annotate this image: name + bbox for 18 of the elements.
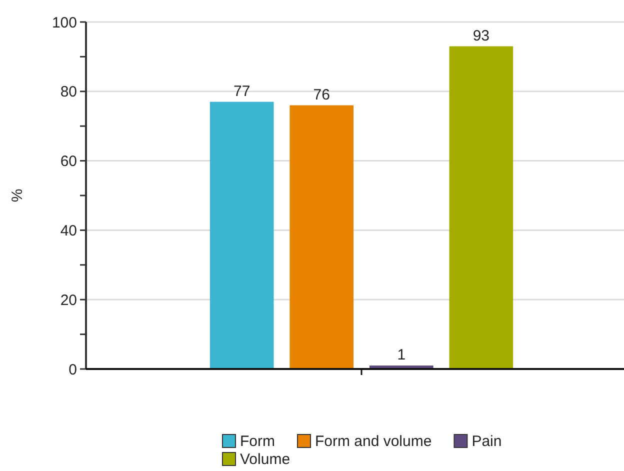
y-tick-label: 40 — [60, 222, 77, 240]
y-tick-label: 20 — [60, 292, 77, 309]
bar — [449, 46, 514, 369]
legend-label: Pain — [472, 433, 502, 450]
y-tick-label: 60 — [60, 153, 77, 170]
data-label: 76 — [313, 86, 330, 104]
legend-label: Form — [240, 433, 275, 450]
bar — [290, 105, 354, 369]
bar — [210, 102, 274, 369]
y-tick-label: 100 — [52, 14, 77, 32]
y-axis-title: % — [9, 188, 26, 202]
legend-label: Volume — [240, 451, 290, 468]
data-label: 1 — [397, 346, 406, 364]
y-tick-label: 0 — [68, 361, 77, 378]
legend-label: Form and volume — [314, 433, 432, 450]
data-label: 77 — [233, 82, 250, 100]
data-label: 93 — [472, 27, 490, 44]
y-tick-label: 80 — [60, 84, 77, 101]
